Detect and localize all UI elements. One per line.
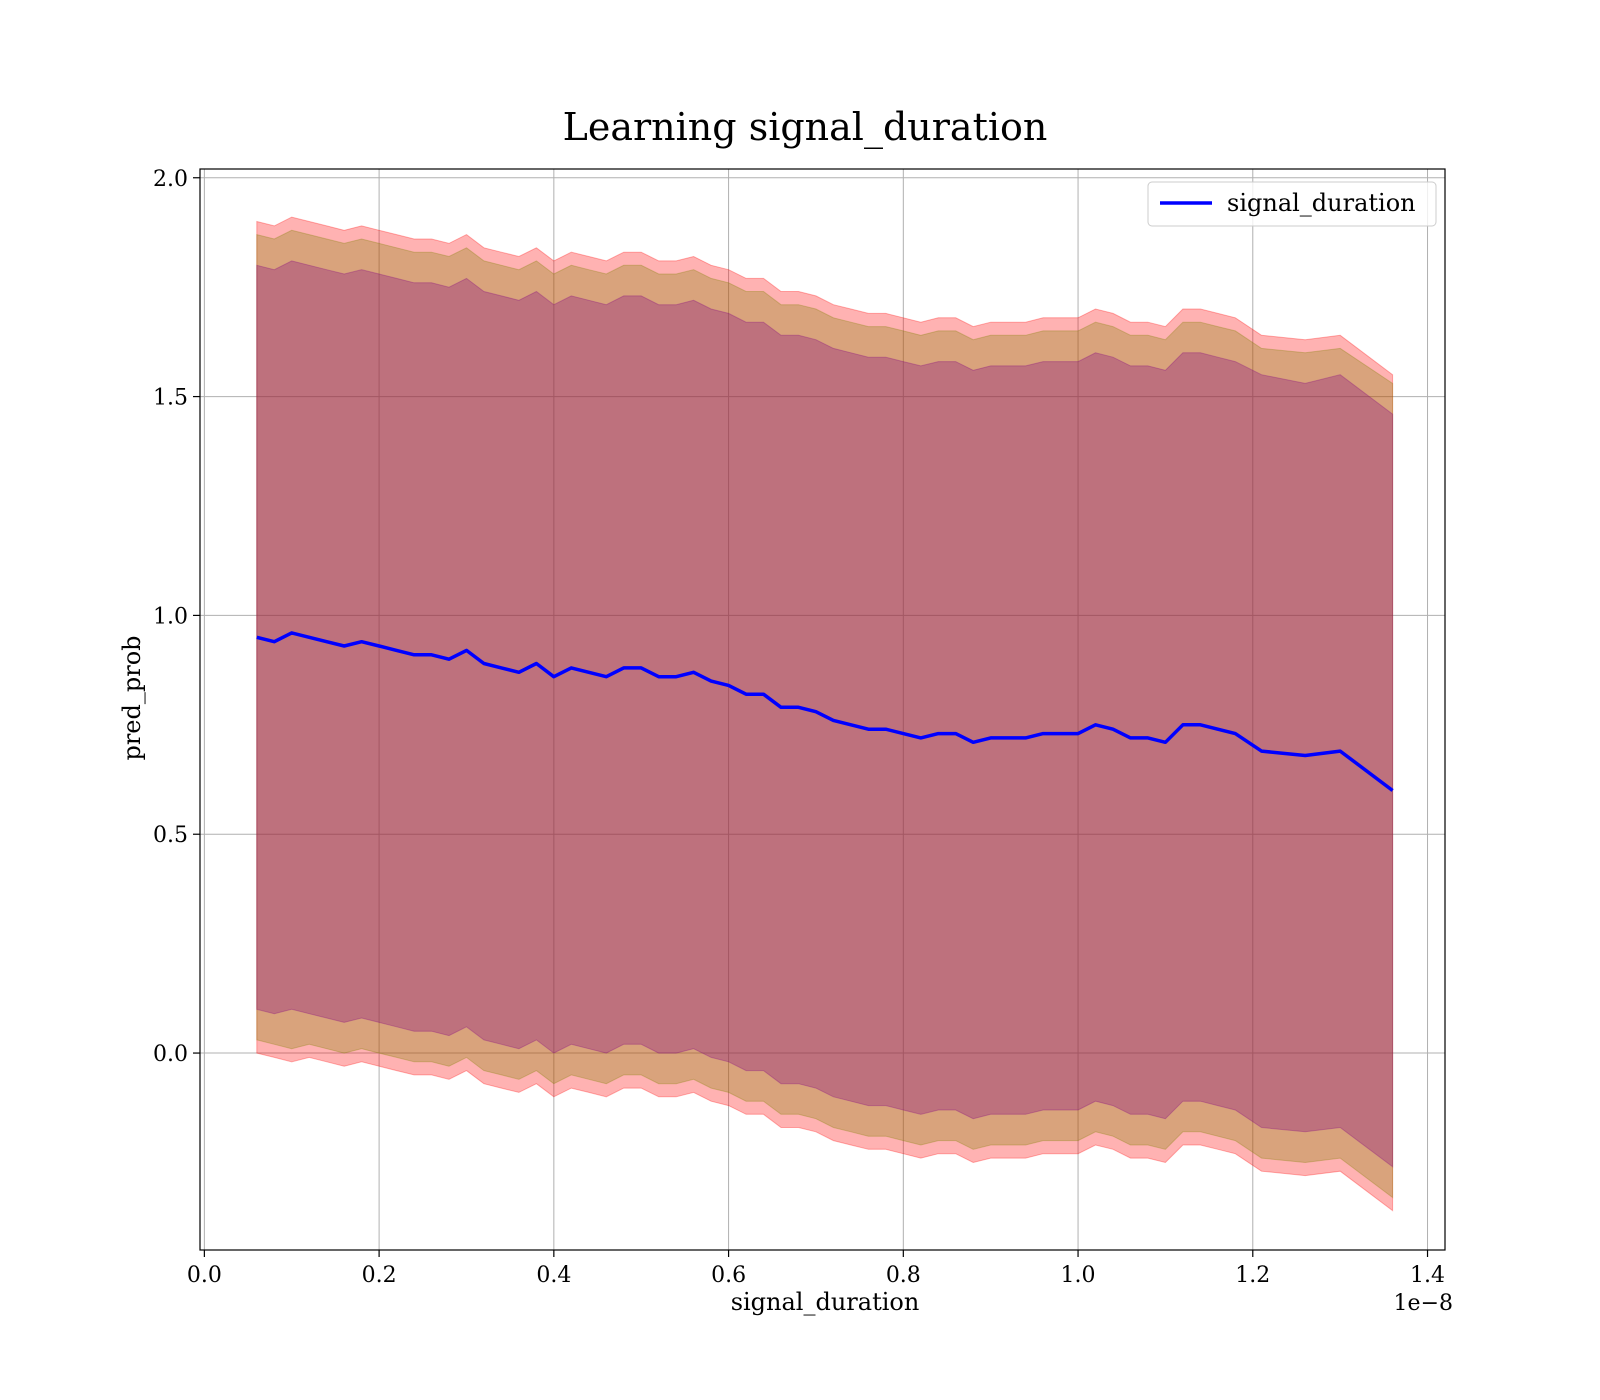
confidence-band-1 — [256, 216, 1394, 1212]
y-tick-label: 1.5 — [153, 386, 188, 411]
x-tick-label: 1.4 — [1410, 1263, 1445, 1288]
y-tick-label: 1.0 — [153, 604, 188, 629]
y-tick-label: 2.0 — [153, 167, 188, 192]
legend-label: signal_duration — [1227, 189, 1416, 217]
y-tick-label: 0.0 — [153, 1042, 188, 1067]
series-lines — [256, 631, 1394, 792]
x-axis-label: signal_duration — [731, 1288, 920, 1316]
x-tick-label: 0.0 — [187, 1263, 222, 1288]
x-axis: 0.0 0.2 0.4 0.6 0.8 1.0 1.2 1.4 — [187, 1250, 1445, 1288]
y-axis-label: pred_prob — [118, 635, 146, 760]
x-tick-label: 1.2 — [1235, 1263, 1270, 1288]
chart-title: Learning signal_duration — [563, 105, 1048, 150]
x-tick-label: 0.4 — [536, 1263, 571, 1288]
x-tick-label: 0.2 — [362, 1263, 397, 1288]
legend-box — [1147, 181, 1437, 227]
x-tick-label: 1.0 — [1061, 1263, 1096, 1288]
plot-area — [199, 168, 1446, 1251]
y-axis: 0.0 0.5 1.0 1.5 2.0 — [153, 167, 200, 1067]
x-tick-label: 0.6 — [711, 1263, 746, 1288]
series-line-signal_duration — [256, 631, 1394, 792]
confidence-band-3 — [256, 260, 1394, 1168]
confidence-bands — [256, 216, 1394, 1212]
plot-background — [200, 169, 1445, 1250]
x-axis-offset-label: 1e−8 — [1394, 1291, 1453, 1316]
legend: signal_duration — [1147, 181, 1437, 227]
y-tick-label: 0.5 — [153, 823, 188, 848]
confidence-band-2 — [256, 229, 1394, 1199]
x-tick-label: 0.8 — [886, 1263, 921, 1288]
grid — [200, 169, 1445, 1250]
plot-frame — [199, 168, 1446, 1251]
